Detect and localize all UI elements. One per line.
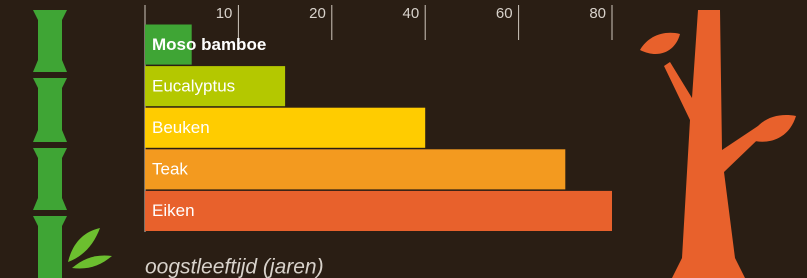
x-tick-label: 60 — [496, 5, 513, 22]
category-label: Beuken — [152, 118, 210, 137]
bar — [145, 149, 565, 189]
category-label: Eucalyptus — [152, 76, 235, 95]
x-tick-label: 10 — [216, 5, 233, 22]
x-tick-label: 80 — [589, 5, 606, 22]
chart: oogstleeftijd (jaren) 10 20 40 60 80 Moso bam… — [0, 0, 807, 278]
bar — [145, 191, 612, 231]
category-label: Moso bamboe — [152, 35, 266, 54]
x-tick-label: 40 — [403, 5, 420, 22]
category-label: Eiken — [152, 201, 195, 220]
x-tick-label: 20 — [309, 5, 326, 22]
category-label: Teak — [152, 160, 188, 179]
x-axis-title: oogstleeftijd (jaren) — [145, 256, 324, 278]
